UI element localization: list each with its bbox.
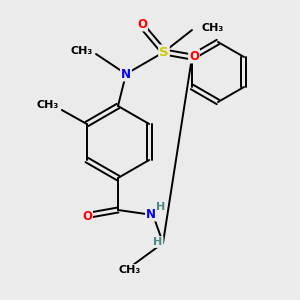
Text: O: O: [189, 50, 199, 62]
Text: H: H: [156, 202, 166, 212]
Text: O: O: [137, 17, 147, 31]
Text: CH₃: CH₃: [37, 100, 59, 110]
Text: N: N: [146, 208, 156, 220]
Text: CH₃: CH₃: [71, 46, 93, 56]
Text: H: H: [153, 237, 163, 247]
Text: CH₃: CH₃: [202, 23, 224, 33]
Text: CH₃: CH₃: [119, 265, 141, 275]
Text: O: O: [82, 211, 92, 224]
Text: N: N: [121, 68, 131, 80]
Text: S: S: [159, 46, 169, 59]
